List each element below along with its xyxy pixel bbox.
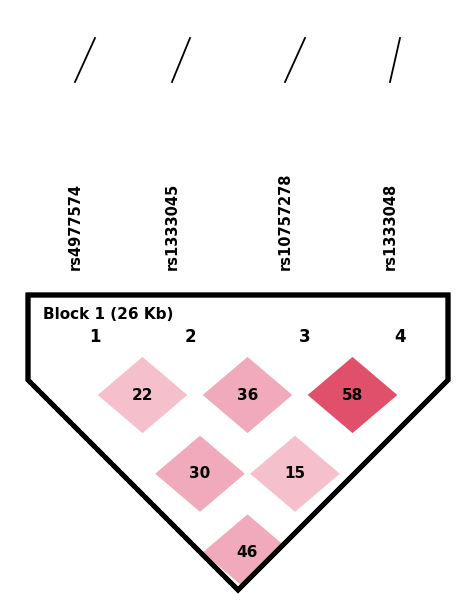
Text: 30: 30 bbox=[190, 466, 210, 481]
Polygon shape bbox=[200, 512, 295, 593]
Text: 58: 58 bbox=[342, 387, 363, 402]
Text: 4: 4 bbox=[394, 328, 406, 346]
Text: rs4977574: rs4977574 bbox=[67, 183, 82, 270]
Text: 36: 36 bbox=[237, 387, 258, 402]
Polygon shape bbox=[153, 433, 247, 514]
Text: 3: 3 bbox=[299, 328, 311, 346]
Polygon shape bbox=[305, 355, 400, 435]
Text: rs1333045: rs1333045 bbox=[164, 183, 180, 270]
Text: 2: 2 bbox=[184, 328, 196, 346]
Bar bbox=[310, 18, 400, 38]
Polygon shape bbox=[95, 355, 190, 435]
Polygon shape bbox=[200, 355, 295, 435]
Polygon shape bbox=[247, 433, 343, 514]
Text: 1: 1 bbox=[89, 328, 101, 346]
Text: 46: 46 bbox=[237, 545, 258, 560]
Text: rs10757278: rs10757278 bbox=[277, 173, 292, 270]
Text: Block 1 (26 Kb): Block 1 (26 Kb) bbox=[43, 307, 173, 322]
Text: 22: 22 bbox=[132, 387, 153, 402]
Text: 15: 15 bbox=[284, 466, 306, 481]
Text: rs1333048: rs1333048 bbox=[383, 183, 398, 270]
Bar bbox=[95, 18, 310, 38]
